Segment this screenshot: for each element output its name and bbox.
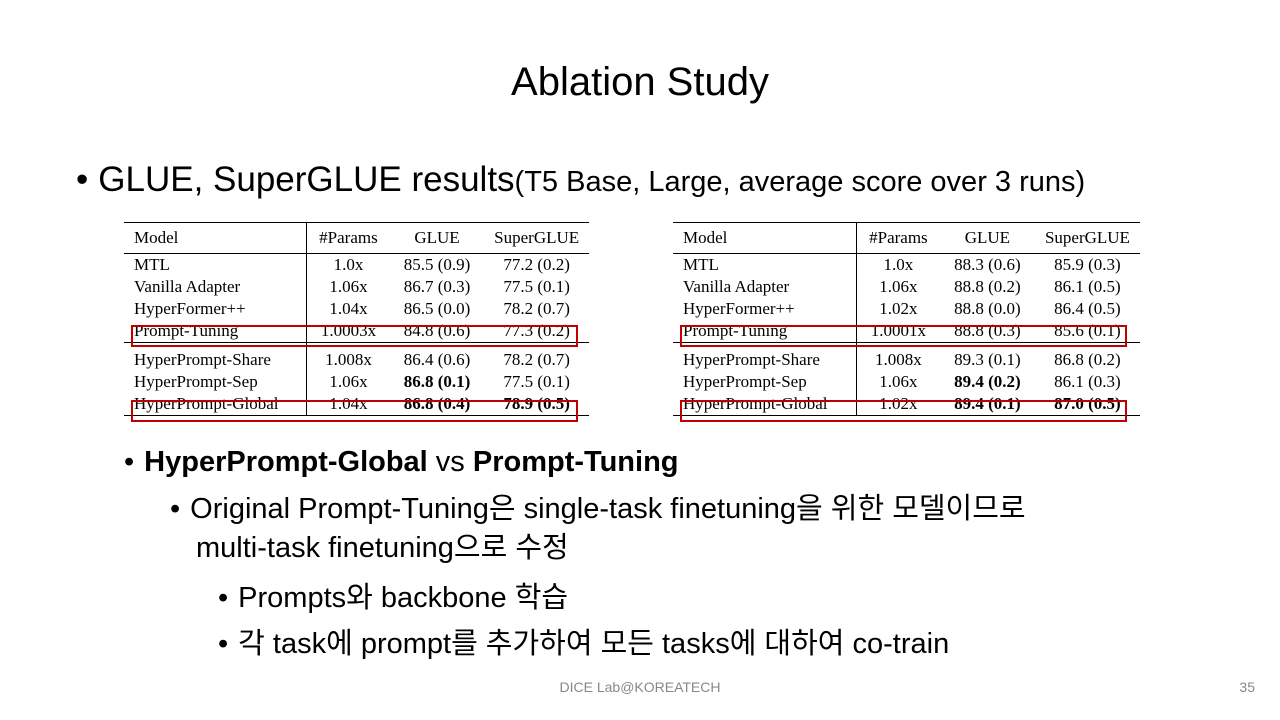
cell-superglue: 86.1 (0.5): [1054, 277, 1121, 296]
cell-glue: 88.8 (0.2): [954, 277, 1021, 296]
level3-bullet-text: 각 task에 prompt를 추가하여 모든 tasks에 대하여 co-tr…: [238, 628, 950, 660]
cell-params: 1.02x: [879, 299, 918, 318]
cell-params: 1.04x: [306, 393, 390, 416]
cell-glue: 89.4 (0.2): [954, 372, 1021, 391]
sub-bullet-part2: vs: [427, 446, 473, 478]
cell-params: 1.06x: [329, 372, 368, 391]
table-row: HyperPrompt-Global 1.04x 86.8 (0.4) 78.9…: [124, 393, 589, 416]
footer-text: DICE Lab@KOREATECH: [559, 679, 721, 695]
cell-model: HyperPrompt-Sep: [124, 371, 308, 393]
cell-model: HyperPrompt-Global: [124, 393, 308, 416]
cell-superglue: 78.9 (0.5): [484, 393, 589, 416]
table-row: HyperPrompt-Sep 1.06x 86.8 (0.1) 77.5 (0…: [124, 371, 589, 393]
cell-model: Vanilla Adapter: [124, 276, 308, 298]
sub-sub-bullet: • Original Prompt-Tuning은 single-task fin…: [170, 490, 1170, 568]
cell-model: HyperPrompt-Global: [673, 393, 857, 416]
table-row: HyperFormer++ 1.02x 88.8 (0.0) 86.4 (0.5…: [673, 298, 1140, 320]
results-table-base: Model #Params GLUE SuperGLUE MTL 1.0x 85…: [124, 222, 589, 416]
table-row: HyperPrompt-Global 1.02x 89.4 (0.1) 87.0…: [673, 393, 1140, 416]
cell-glue: 88.8 (0.0): [954, 299, 1021, 318]
sub-sub-bullet-line2: multi-task finetuning으로 수정: [196, 532, 569, 564]
level3-bullet: • Prompts와 backbone 학습: [218, 574, 568, 616]
highlight-box-large-prompt-tuning: [680, 325, 1127, 347]
table-row: Vanilla Adapter 1.06x 86.7 (0.3) 77.5 (0…: [124, 276, 589, 298]
bullet-dot: •: [218, 582, 229, 614]
highlight-box-base-hyperprompt-global: [131, 400, 578, 422]
page-number: 35: [1239, 679, 1255, 695]
main-bullet-note: (T5 Base, Large, average score over 3 ru…: [514, 166, 1086, 198]
sub-sub-bullet-line1: Original Prompt-Tuning은 single-task fine…: [190, 493, 1026, 525]
cell-model: MTL: [673, 253, 857, 276]
header-params: #Params: [306, 222, 390, 254]
cell-superglue: 77.5 (0.1): [503, 277, 570, 296]
cell-params: 1.06x: [879, 277, 918, 296]
bullet-dot: •: [76, 160, 89, 199]
table-row: HyperPrompt-Sep 1.06x 89.4 (0.2) 86.1 (0…: [673, 371, 1140, 393]
cell-superglue: 86.1 (0.3): [1054, 372, 1121, 391]
cell-superglue: 78.2 (0.7): [503, 299, 570, 318]
table-row: MTL 1.0x 88.3 (0.6) 85.9 (0.3): [673, 253, 1140, 276]
cell-superglue: 87.0 (0.5): [1034, 393, 1140, 416]
cell-params: 1.06x: [879, 372, 918, 391]
cell-superglue: 77.2 (0.2): [503, 255, 570, 274]
level3-bullet: • 각 task에 prompt를 추가하여 모든 tasks에 대하여 co-t…: [218, 620, 949, 662]
cell-params: 1.04x: [329, 299, 368, 318]
cell-glue: 86.8 (0.1): [403, 372, 471, 391]
header-superglue: SuperGLUE: [484, 222, 589, 254]
cell-model: HyperPrompt-Share: [124, 342, 308, 371]
header-glue: GLUE: [389, 222, 485, 254]
cell-glue: 86.5 (0.0): [403, 299, 471, 318]
bullet-dot: •: [170, 493, 181, 525]
cell-glue: 89.4 (0.1): [939, 393, 1035, 416]
cell-superglue: 86.4 (0.5): [1054, 299, 1121, 318]
table-header-row: Model #Params GLUE SuperGLUE: [124, 222, 589, 254]
slide-title: Ablation Study: [511, 60, 769, 104]
table-header-row: Model #Params GLUE SuperGLUE: [673, 222, 1140, 254]
sub-bullet-part3: Prompt-Tuning: [472, 446, 679, 478]
cell-model: HyperPrompt-Sep: [673, 371, 857, 393]
cell-params: 1.0x: [333, 255, 364, 274]
header-model: Model: [673, 222, 857, 254]
sub-bullet-comparison: • HyperPrompt-Global vs Prompt-Tuning: [124, 446, 679, 479]
header-glue: GLUE: [939, 222, 1035, 254]
table-row: MTL 1.0x 85.5 (0.9) 77.2 (0.2): [124, 253, 589, 276]
bullet-dot: •: [124, 446, 135, 478]
header-params: #Params: [856, 222, 940, 254]
cell-glue: 88.3 (0.6): [954, 255, 1021, 274]
header-model: Model: [124, 222, 308, 254]
highlight-box-large-hyperprompt-global: [680, 400, 1127, 422]
main-bullet: • GLUE, SuperGLUE results(T5 Base, Large,…: [76, 160, 1085, 200]
level3-bullet-text: Prompts와 backbone 학습: [238, 582, 569, 614]
results-table-large: Model #Params GLUE SuperGLUE MTL 1.0x 88…: [673, 222, 1140, 416]
cell-superglue: 77.5 (0.1): [503, 372, 570, 391]
highlight-box-base-prompt-tuning: [131, 325, 578, 347]
cell-params: 1.02x: [856, 393, 940, 416]
cell-glue: 86.8 (0.4): [389, 393, 485, 416]
table-row: HyperFormer++ 1.04x 86.5 (0.0) 78.2 (0.7…: [124, 298, 589, 320]
header-superglue: SuperGLUE: [1034, 222, 1140, 254]
cell-params: 1.0x: [883, 255, 914, 274]
cell-params: 1.06x: [329, 277, 368, 296]
bullet-dot: •: [218, 628, 229, 660]
cell-model: HyperFormer++: [673, 298, 857, 320]
sub-bullet-part1: HyperPrompt-Global: [144, 446, 428, 478]
table-row: Vanilla Adapter 1.06x 88.8 (0.2) 86.1 (0…: [673, 276, 1140, 298]
cell-model: HyperFormer++: [124, 298, 308, 320]
cell-glue: 86.7 (0.3): [403, 277, 471, 296]
cell-superglue: 85.9 (0.3): [1054, 255, 1121, 274]
cell-glue: 85.5 (0.9): [403, 255, 471, 274]
cell-model: Vanilla Adapter: [673, 276, 857, 298]
cell-model: MTL: [124, 253, 308, 276]
main-bullet-text: GLUE, SuperGLUE results: [98, 160, 515, 199]
